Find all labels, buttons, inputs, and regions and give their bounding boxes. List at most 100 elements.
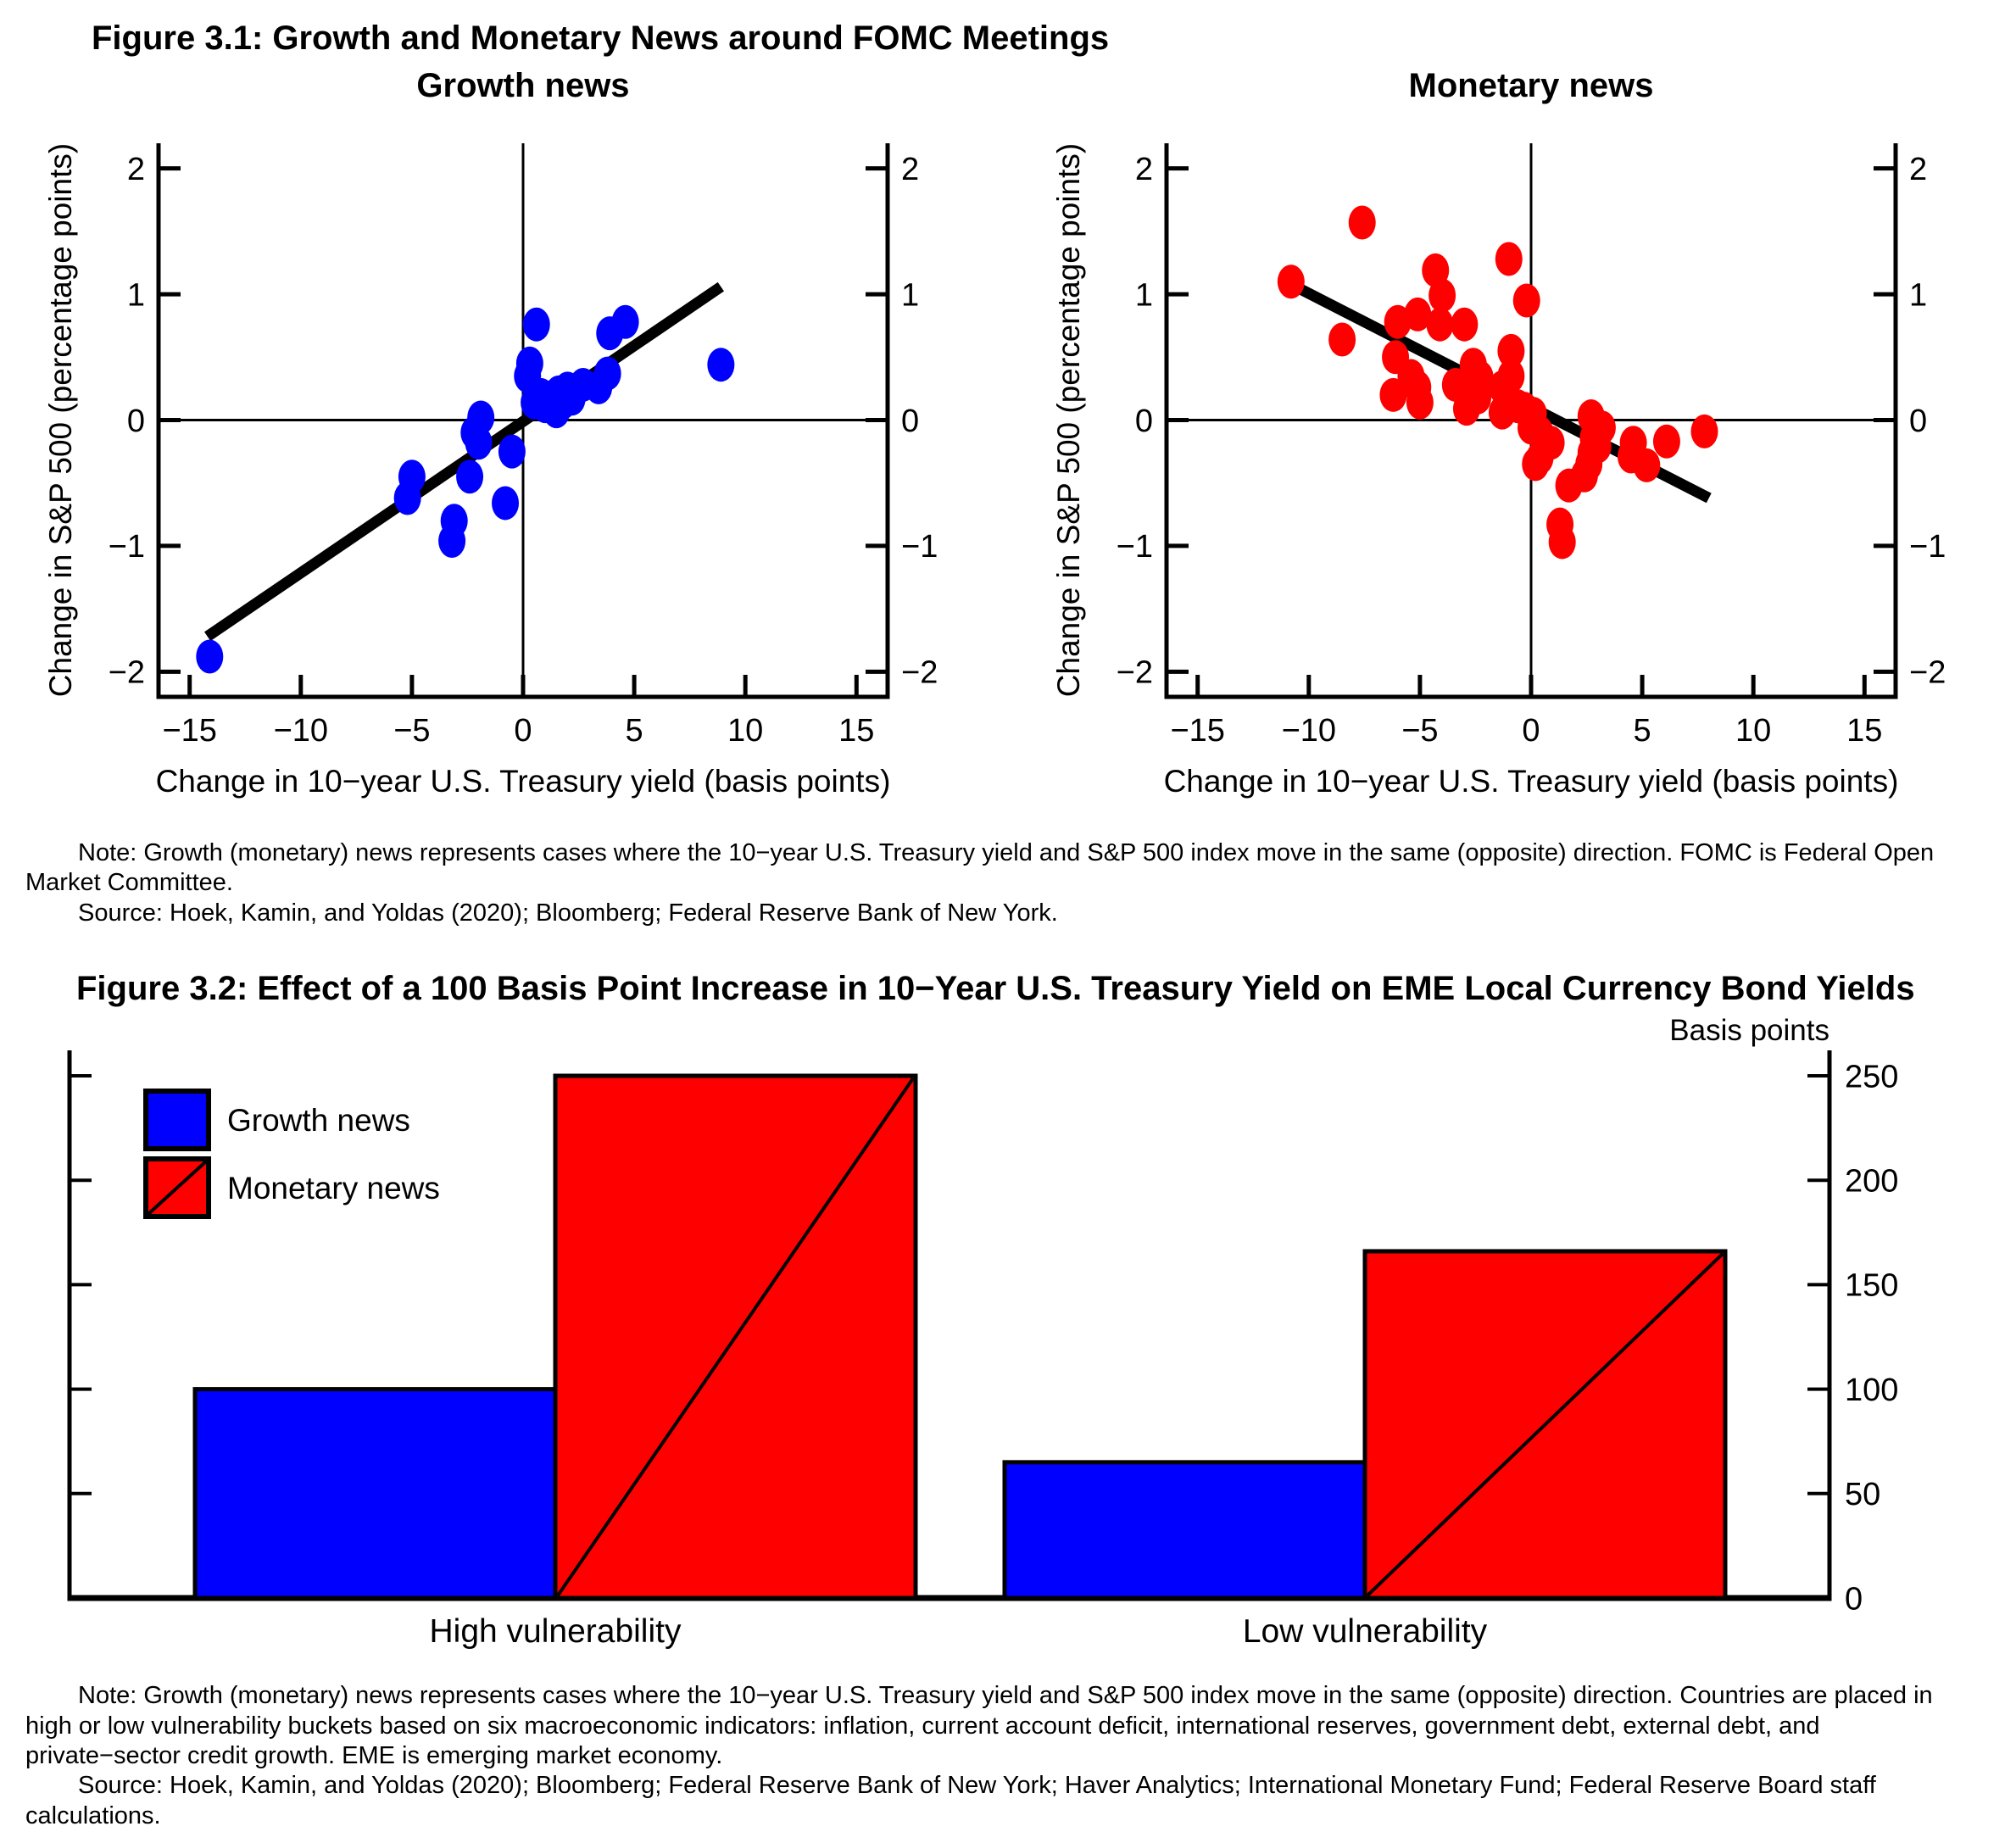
scatter-point	[1497, 333, 1525, 368]
x-tick-label: 10	[727, 713, 763, 749]
scatter-point	[1451, 307, 1479, 342]
y-axis-label: Change in S&P 500 (percentage points)	[1051, 143, 1086, 697]
y-tick-label: 2	[127, 152, 145, 187]
scatter-point	[498, 434, 526, 469]
scatter-point	[398, 459, 426, 494]
x-tick-label: 15	[838, 713, 874, 749]
x-tick-label: −15	[1170, 713, 1224, 749]
scatter-point	[1464, 380, 1492, 415]
scatter-point	[522, 307, 550, 342]
scatter-point	[456, 459, 484, 494]
x-tick-label: 0	[1522, 713, 1540, 749]
y-tick-label: 1	[1135, 277, 1153, 313]
x-tick-label: −10	[1282, 713, 1336, 749]
scatter-point	[1548, 525, 1576, 560]
figure-3-1-title: Figure 3.1: Growth and Monetary News aro…	[92, 19, 1110, 57]
figure-3-1-source: Source: Hoek, Kamin, and Yoldas (2020); …	[78, 899, 1058, 927]
x-tick-label: 15	[1846, 713, 1882, 749]
y-tick-label: −2	[1117, 655, 1153, 691]
growth-news-panel: Growth news −2 −2 −1 −1 0 0 1 1 2 2 −15 −10 −5 0 5 10 15…	[0, 58, 1008, 821]
x-tick-label: 10	[1735, 713, 1771, 749]
y-tick-label: −1	[109, 529, 145, 565]
y-tick-label: 1	[901, 277, 919, 313]
y-tick-label: 0	[1845, 1581, 1863, 1617]
legend-label: Growth news	[227, 1103, 410, 1138]
scatter-point	[465, 426, 493, 460]
monetary-news-title: Monetary news	[1408, 67, 1654, 104]
scatter-point	[1348, 205, 1376, 240]
scatter-point	[1690, 414, 1718, 448]
figure-3-2-source: Source: Hoek, Kamin, and Yoldas (2020); …	[25, 1772, 1876, 1829]
y-tick-label: 50	[1845, 1477, 1880, 1512]
y-tick-label: 100	[1845, 1373, 1898, 1408]
y-tick-label: 250	[1845, 1059, 1898, 1094]
scatter-point	[1426, 307, 1454, 342]
bar-hatch-line	[1366, 1252, 1724, 1597]
figure-3-2-note: Note: Growth (monetary) news represents …	[25, 1682, 1933, 1769]
y-tick-label: −2	[901, 655, 938, 691]
scatter-point	[593, 356, 621, 391]
category-label: Low vulnerability	[1243, 1613, 1488, 1650]
scatter-point	[1277, 264, 1305, 299]
figure-3-2-title: Figure 3.2: Effect of a 100 Basis Point …	[76, 970, 1915, 1008]
growth-news-title: Growth news	[416, 67, 630, 104]
bar-hatch-line	[556, 1077, 915, 1597]
scatter-point	[492, 486, 520, 521]
x-tick-label: 5	[626, 713, 643, 749]
scatter-point	[1512, 283, 1540, 318]
y-tick-label: 0	[901, 404, 919, 439]
scatter-point	[1379, 377, 1407, 412]
y-tick-label: 2	[1909, 152, 1927, 187]
figure-3-1-note: Note: Growth (monetary) news represents …	[25, 839, 1935, 897]
scatter-point	[438, 523, 466, 558]
y-axis-label: Change in S&P 500 (percentage points)	[43, 143, 78, 697]
legend-swatch-growth	[143, 1089, 211, 1152]
x-tick-label: −10	[274, 713, 328, 749]
scatter-point	[1652, 424, 1680, 459]
x-tick-label: −5	[1401, 713, 1438, 749]
x-axis-label: Change in 10−year U.S. Treasury yield (b…	[156, 764, 891, 799]
x-tick-label: −15	[162, 713, 216, 749]
scatter-point	[1328, 322, 1356, 357]
scatter-point	[515, 346, 543, 381]
category-label: High vulnerability	[430, 1613, 682, 1650]
scatter-point	[1497, 359, 1525, 393]
growth-news-bar	[1002, 1460, 1367, 1601]
bar-chart: 0 50 100 150 200 250 High vulnerability Low vul…	[67, 1050, 1898, 1650]
y-tick-label: −1	[1117, 529, 1153, 565]
y-tick-label: −1	[901, 529, 938, 565]
bar-chart-unit-label: Basis points	[1669, 1014, 1829, 1048]
y-tick-label: 0	[1135, 404, 1153, 439]
scatter-point	[1404, 297, 1432, 331]
x-tick-label: −5	[393, 713, 430, 749]
y-tick-label: −2	[109, 655, 145, 691]
y-tick-label: −2	[1909, 655, 1946, 691]
scatter-point	[1428, 278, 1456, 313]
y-tick-label: 2	[1135, 152, 1153, 187]
y-tick-label: 150	[1845, 1268, 1898, 1304]
x-tick-label: 0	[514, 713, 532, 749]
scatter-point	[1633, 448, 1661, 482]
figure-3-1-charts: Growth news −2 −2 −1 −1 0 0 1 1 2 2 −15 −10 −5 0 5 10 15…	[0, 58, 2016, 821]
scatter-point	[467, 400, 495, 435]
scatter-point	[1570, 458, 1598, 493]
monetary-news-panel: Monetary news −2 −2 −1 −1 0 0 1 1 2 2 −15 −10 −5 0 5 10…	[1008, 58, 2016, 821]
legend-hatch-line	[147, 1160, 208, 1216]
scatter-point	[543, 394, 571, 429]
y-tick-label: 0	[1909, 404, 1927, 439]
growth-news-bar	[192, 1387, 558, 1601]
legend-label: Monetary news	[227, 1171, 440, 1206]
scatter-point	[1522, 447, 1550, 482]
y-tick-label: 2	[901, 152, 919, 187]
y-tick-label: −1	[1909, 529, 1946, 565]
y-tick-label: 1	[127, 277, 145, 313]
x-axis-label: Change in 10−year U.S. Treasury yield (b…	[1164, 764, 1899, 799]
y-tick-label: 0	[127, 404, 145, 439]
scatter-point	[611, 304, 639, 339]
scatter-point	[196, 639, 224, 674]
y-tick-label: 1	[1909, 277, 1927, 313]
scatter-point	[707, 348, 735, 382]
